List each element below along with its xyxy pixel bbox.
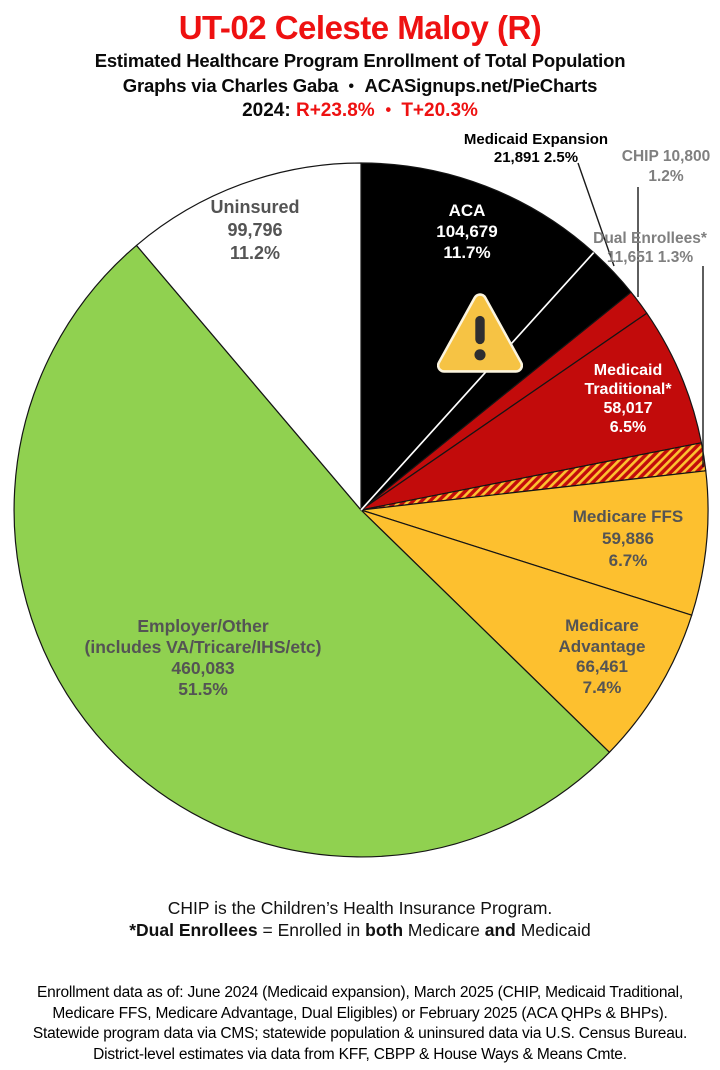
segment-percent: 51.5% xyxy=(178,679,228,699)
segment-percent: 11.2% xyxy=(229,243,281,263)
bullet-separator: • xyxy=(348,76,355,95)
pie-label-chip: CHIP 10,800 1.2% xyxy=(612,147,720,187)
segment-value: 99,796 xyxy=(227,220,283,240)
segment-name: Medicaid Traditional* xyxy=(584,362,672,398)
bullet-separator: • xyxy=(385,101,391,120)
segment-percent: 11.7% xyxy=(443,243,491,262)
chart-notes: CHIP is the Children’s Health Insurance … xyxy=(0,897,720,941)
segment-value-percent: 11,651 1.3% xyxy=(606,248,694,266)
segment-percent: 1.2% xyxy=(648,168,684,185)
footer-line-1: Enrollment data as of: June 2024 (Medica… xyxy=(36,984,684,1001)
segment-name: ACA xyxy=(448,201,486,220)
segment-value: 59,886 xyxy=(602,529,654,548)
segment-percent: 6.7% xyxy=(608,551,648,570)
segment-name: Medicare Advantage xyxy=(558,616,646,656)
segment-name: Medicaid Expansion xyxy=(463,131,609,148)
pie-label-dual-enrollees: Dual Enrollees* 11,651 1.3% xyxy=(575,230,720,267)
segment-subname: (includes VA/Tricare/IHS/etc) xyxy=(84,637,322,657)
credit-site: ACASignups.net/PieCharts xyxy=(364,75,598,96)
footer-line-4: District-level estimates via data from K… xyxy=(93,1045,627,1063)
data-source-footer: Enrollment data as of: June 2024 (Medica… xyxy=(0,983,720,1065)
partisan-lean-line: 2024: R+23.8% • T+20.3% xyxy=(0,98,720,123)
pie-label-medicaid-traditional: Medicaid Traditional* 58,017 6.5% xyxy=(569,361,687,437)
dual-enrollees-definition-note: *Dual Enrollees = Enrolled in both Medic… xyxy=(129,920,591,940)
segment-value: 104,679 xyxy=(436,222,498,241)
segment-name: Dual Enrollees* xyxy=(593,230,707,247)
lean-year: 2024: xyxy=(242,100,291,121)
chart-header: UT-02 Celeste Maloy (R) Estimated Health… xyxy=(0,8,720,123)
segment-value: 66,461 xyxy=(576,657,628,676)
pie-label-aca: ACA 104,679 11.7% xyxy=(387,200,547,263)
segment-value: 58,017 xyxy=(603,400,653,417)
segment-name: Uninsured xyxy=(210,197,300,217)
segment-percent: 6.5% xyxy=(609,419,647,436)
chip-definition-note: CHIP is the Children’s Health Insurance … xyxy=(167,898,553,918)
pie-label-medicare-advantage: Medicare Advantage 66,461 7.4% xyxy=(542,616,662,698)
segment-name: Employer/Other xyxy=(137,616,269,636)
segment-percent: 7.4% xyxy=(582,677,622,697)
lean-t-value: T+20.3% xyxy=(401,100,478,121)
lean-r-value: R+23.8% xyxy=(295,100,375,121)
pie-label-uninsured: Uninsured 99,796 11.2% xyxy=(175,196,335,265)
warning-triangle-icon xyxy=(437,293,523,373)
credit-author: Graphs via Charles Gaba xyxy=(122,75,339,96)
footer-line-2: Medicare FFS, Medicare Advantage, Dual E… xyxy=(52,1004,668,1022)
pie-label-medicare-ffs: Medicare FFS 59,886 6.7% xyxy=(553,506,703,572)
pie-label-medicaid-expansion: Medicaid Expansion 21,891 2.5% xyxy=(446,131,626,167)
segment-name-value: CHIP 10,800 xyxy=(621,148,711,165)
chart-subtitle: Estimated Healthcare Program Enrollment … xyxy=(94,50,626,71)
segment-name: Medicare FFS xyxy=(572,507,684,526)
page-title: UT-02 Celeste Maloy (R) xyxy=(178,9,542,46)
pie-label-employer-other: Employer/Other (includes VA/Tricare/IHS/… xyxy=(63,616,343,700)
segment-value: 460,083 xyxy=(171,658,235,678)
segment-value-percent: 21,891 2.5% xyxy=(493,149,579,166)
footer-line-3: Statewide program data via CMS; statewid… xyxy=(32,1025,688,1042)
credit-line: Graphs via Charles Gaba • ACASignups.net/P… xyxy=(0,73,720,98)
